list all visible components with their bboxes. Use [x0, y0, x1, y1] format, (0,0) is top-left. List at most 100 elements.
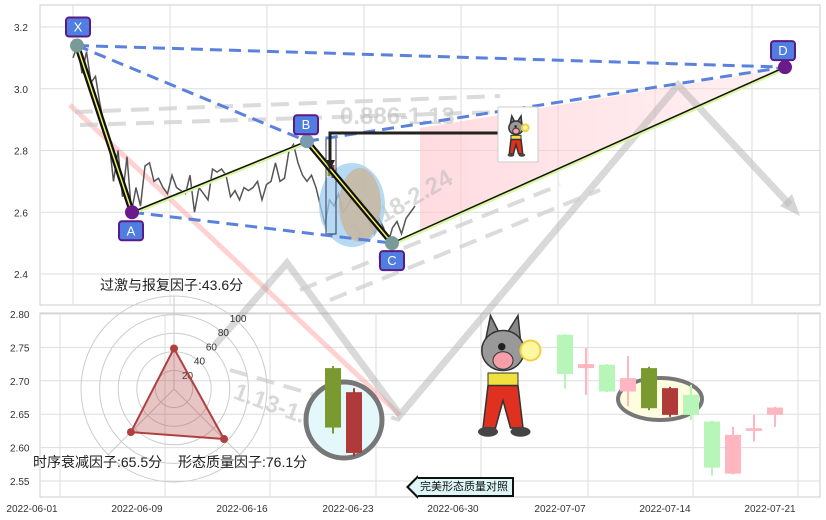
point-label-box — [65, 16, 91, 38]
arrow-down-icon — [325, 160, 335, 170]
leg-xa-highlight — [76, 45, 133, 213]
candle — [725, 434, 741, 474]
point-label-text: X — [74, 20, 83, 35]
x-tick-label: 2022-07-14 — [639, 504, 691, 515]
candle — [578, 364, 594, 369]
y-tick-label: 2.80 — [10, 310, 30, 321]
pattern-point-c — [385, 236, 399, 251]
wolf-shoe — [510, 426, 531, 437]
pattern-point-x — [70, 38, 84, 53]
kline-panel-grid: 2.80 2.75 2.70 2.65 2.60 2.55 2022-06-01 2022-0… — [6, 310, 821, 515]
y-tick-label: 3.2 — [14, 23, 28, 34]
pattern-point-b — [300, 134, 314, 149]
point-label-text: A — [127, 223, 136, 238]
radar-point — [220, 435, 229, 444]
factor-label-time-decay: 时序衰减因子:65.5分 — [33, 454, 162, 470]
wolf-shoe — [518, 153, 526, 157]
point-label-box — [118, 220, 144, 242]
point-label-box — [379, 250, 405, 272]
candle — [683, 394, 699, 415]
leg-bc-highlight — [306, 140, 393, 244]
x-tick-label: 2022-07-21 — [744, 504, 796, 515]
wolf-nose — [498, 343, 506, 351]
pattern-panel-frame — [39, 4, 821, 306]
candle — [662, 388, 678, 415]
x-tick-label: 2022-06-23 — [322, 504, 374, 515]
leg-cd-glow — [391, 66, 786, 246]
wolf-mouth — [512, 127, 520, 135]
candle — [599, 364, 615, 392]
candle — [620, 378, 636, 392]
point-label-box — [293, 114, 319, 136]
point-label-c: C — [379, 250, 405, 272]
reference-candle — [325, 368, 341, 428]
point-label-d: D — [770, 40, 796, 62]
x-tick-label: 2022-06-16 — [216, 504, 268, 515]
kline-panel-frame — [39, 312, 821, 498]
candle — [704, 421, 720, 468]
pattern-panel-grid: 3.2 3.0 2.8 2.6 2.4 — [14, 4, 821, 306]
projection-arrowhead — [780, 194, 800, 216]
reference-highlight-circle — [303, 379, 385, 461]
wolf-shoe — [478, 426, 498, 437]
radar-area — [129, 346, 226, 441]
projection-line-red — [68, 103, 402, 417]
y-tick-label: 2.65 — [10, 410, 30, 421]
pattern-highlight-ellipse — [616, 376, 704, 422]
point-label-text: B — [302, 117, 311, 132]
point-label-x: X — [65, 16, 91, 38]
mascot-layer — [478, 106, 542, 437]
y-tick-label: 2.60 — [10, 444, 30, 455]
wolf-pants — [482, 384, 524, 429]
candle — [641, 368, 657, 409]
y-tick-label: 2.70 — [10, 377, 30, 388]
dashed-line-ac — [131, 210, 393, 245]
text-layer: 过激与报复因子:43.6分 时序衰减因子:65.5分 形态质量因子:76.1分 — [33, 277, 307, 470]
point-label-text: D — [778, 43, 787, 58]
candle — [746, 428, 762, 431]
y-tick-label: 3.0 — [14, 85, 28, 96]
radar-axis — [173, 388, 241, 456]
radar-tick-label: 100 — [230, 314, 247, 325]
pattern-point-a — [125, 205, 139, 220]
sparkle-icon — [520, 123, 530, 133]
candle — [557, 334, 573, 375]
reference-candle — [346, 392, 362, 453]
dashed-line-xb — [76, 44, 308, 143]
dashed-line-bd — [306, 65, 786, 143]
leg-ab-glow — [131, 140, 308, 216]
wolf-mouth — [492, 351, 514, 370]
radar-tick-label: 60 — [206, 342, 218, 353]
radar-tick-label: 40 — [194, 357, 206, 368]
y-tick-label: 2.6 — [14, 208, 28, 219]
factor-label-shape-quality: 形态质量因子:76.1分 — [178, 454, 307, 470]
candle — [767, 407, 783, 415]
compare-perfect-pattern-button[interactable]: 完美形态质量对照 — [406, 475, 514, 499]
fib-band-0886 — [74, 94, 501, 127]
x-tick-label: 2022-07-07 — [534, 504, 586, 515]
radar-tick-label: 80 — [218, 328, 230, 339]
point-label-a: A — [118, 220, 144, 242]
watermark-0886: 0.886-1.13 — [340, 103, 455, 130]
compare-button-label: 完美形态质量对照 — [418, 477, 514, 497]
y-tick-label: 2.8 — [14, 147, 28, 158]
wolf-nose — [514, 125, 517, 128]
wolf-mascot-thumbnail — [507, 113, 530, 157]
wolf-shoe — [507, 153, 515, 157]
point-label-b: B — [293, 114, 319, 136]
radar-point — [126, 428, 135, 437]
x-tick-label: 2022-06-01 — [6, 504, 58, 515]
fib-band-1618 — [299, 183, 601, 302]
y-tick-label: 2.55 — [10, 477, 30, 488]
pattern-point-d — [778, 60, 792, 75]
arrow-left-icon — [406, 475, 418, 499]
y-tick-label: 2.75 — [10, 343, 30, 354]
radar-tick-label: 20 — [182, 371, 194, 382]
projection-line-gray — [212, 79, 793, 421]
candles-layer — [303, 334, 783, 476]
wolf-mascot-large — [478, 313, 542, 437]
bracket-line — [328, 131, 498, 165]
sparkle-icon — [519, 339, 542, 362]
